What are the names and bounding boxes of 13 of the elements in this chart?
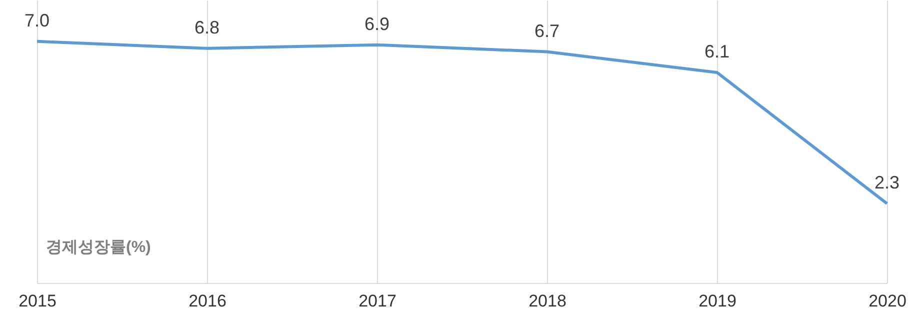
x-tick-label: 2016 xyxy=(188,292,226,310)
x-tick-label: 2020 xyxy=(868,292,906,310)
data-label: 6.1 xyxy=(704,41,730,62)
x-tick-label: 2017 xyxy=(358,292,396,310)
x-tick-label: 2015 xyxy=(18,292,56,310)
x-tick-label: 2019 xyxy=(698,292,736,310)
data-label: 6.9 xyxy=(364,14,390,34)
data-label: 6.8 xyxy=(194,17,220,38)
data-label: 6.7 xyxy=(534,20,560,41)
x-tick-label: 2018 xyxy=(528,292,566,310)
data-label: 2.3 xyxy=(874,172,900,193)
data-label: 7.0 xyxy=(24,10,50,30)
annotation: 경제성장률(%) xyxy=(46,239,151,256)
